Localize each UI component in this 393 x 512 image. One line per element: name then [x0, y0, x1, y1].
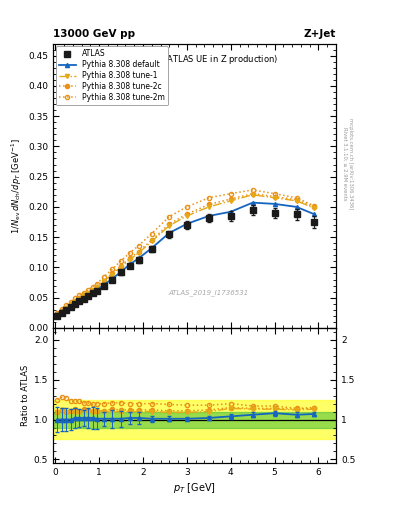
Y-axis label: Ratio to ATLAS: Ratio to ATLAS	[21, 365, 29, 426]
Text: mcplots.cern.ch [arXiv:1306.3436]: mcplots.cern.ch [arXiv:1306.3436]	[348, 118, 353, 209]
Text: 13000 GeV pp: 13000 GeV pp	[53, 29, 135, 39]
Bar	[53, 412, 336, 428]
X-axis label: $p_T$ [GeV]: $p_T$ [GeV]	[173, 481, 216, 496]
Text: ATLAS_2019_I1736531: ATLAS_2019_I1736531	[169, 289, 249, 295]
Bar	[53, 400, 336, 439]
Legend: ATLAS, Pythia 8.308 default, Pythia 8.308 tune-1, Pythia 8.308 tune-2c, Pythia 8: ATLAS, Pythia 8.308 default, Pythia 8.30…	[56, 47, 168, 105]
Y-axis label: $1/N_{\rm ev}\,dN_{\rm ch}/dp_T\;[{\rm GeV}^{-1}]$: $1/N_{\rm ev}\,dN_{\rm ch}/dp_T\;[{\rm G…	[9, 138, 24, 233]
Text: Rivet 3.1.10; ≥ 2.9M events: Rivet 3.1.10; ≥ 2.9M events	[342, 127, 347, 201]
Text: Scalar $\Sigma(p_T)$ (ATLAS UE in Z production): Scalar $\Sigma(p_T)$ (ATLAS UE in Z prod…	[111, 53, 278, 67]
Text: Z+Jet: Z+Jet	[304, 29, 336, 39]
